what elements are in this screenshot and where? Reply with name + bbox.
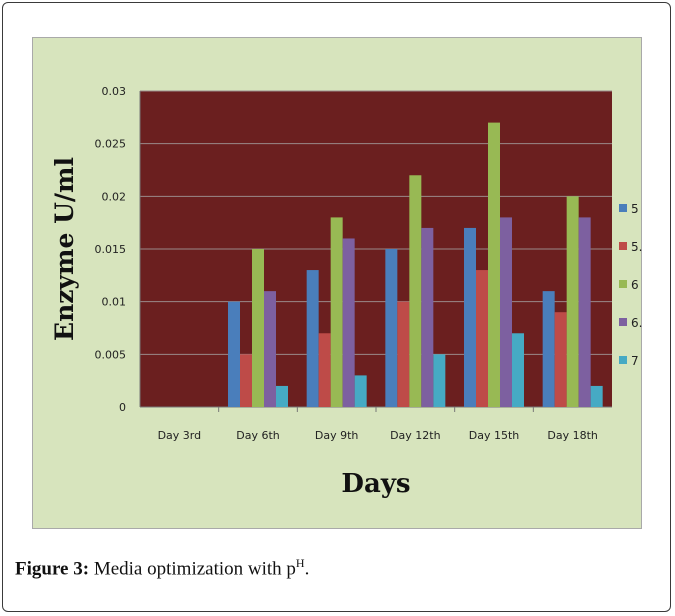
caption-label: Figure 3: [15,558,90,580]
bar-6-5 [342,238,355,407]
bar-7 [276,385,288,407]
bar-5 [464,227,476,407]
bar-6 [488,122,500,407]
bar-7 [512,333,524,407]
bar-5-5 [554,312,567,407]
legend-swatch [619,318,627,326]
bar-7 [590,385,603,407]
legend-swatch [619,356,627,364]
bar-5 [228,301,240,407]
bar-5 [306,270,319,407]
legend-swatch [619,204,627,212]
bar-6 [409,175,422,407]
bar-6-5 [578,217,591,407]
x-tick-label: Day 18th [547,429,598,442]
y-axis-title: Enzyme U/ml [50,157,79,341]
bar-6-5 [421,227,434,407]
bar-7 [433,354,446,407]
bar-6 [566,196,579,407]
y-tick-label: 0.02 [102,190,127,203]
bar-7 [354,375,367,407]
y-tick-label: 0.015 [95,243,127,256]
x-tick-label: Day 3rd [158,429,202,442]
bar-chart: 0 0.005 0.01 0.015 0.02 0.025 0.03 Day 3rd Day 6… [50,85,643,499]
caption-end: . [304,558,310,580]
bar-5-5 [397,301,410,407]
y-tick-label: 0.01 [102,296,127,309]
y-tick-label: 0.025 [95,138,127,151]
bar-6-5 [500,217,512,407]
legend-swatch [619,242,627,250]
y-tick-label: 0.03 [102,85,127,98]
bar-5-5 [318,333,331,407]
bar-5-5 [240,354,252,407]
bar-5 [385,249,398,407]
bar-6 [252,249,264,407]
legend-label: 7 [631,354,639,368]
bar-6-5 [264,291,276,407]
x-tick-label: Day 6th [236,429,280,442]
chart-area: 0 0.005 0.01 0.015 0.02 0.025 0.03 Day 3rd Day 6… [32,37,643,529]
bar-5 [542,291,555,407]
legend-label: 5.5 [631,240,643,254]
caption-text: Media optimization with p [93,558,296,580]
bar-5-5 [476,270,488,407]
x-tick-label: Day 12th [390,429,441,442]
x-axis-title: Days [341,469,410,499]
caption-superscript: H [295,556,305,570]
y-tick-label: 0 [119,401,126,414]
figure-caption: Figure 3: Media optimization with pH. [15,556,309,580]
x-tick-label: Day 9th [315,429,359,442]
legend-swatch [619,280,627,288]
x-tick-label: Day 15th [469,429,520,442]
bar-6 [330,217,343,407]
legend-label: 6.5 [631,316,643,330]
legend-label: 5 [631,202,639,216]
y-tick-label: 0.005 [95,348,127,361]
legend-label: 6 [631,278,639,292]
